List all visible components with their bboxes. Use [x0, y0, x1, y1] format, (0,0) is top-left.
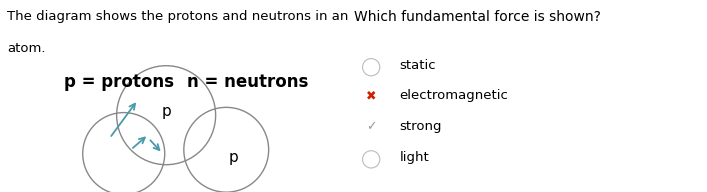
Text: ✓: ✓ [366, 120, 376, 133]
Text: Which fundamental force is shown?: Which fundamental force is shown? [354, 10, 600, 24]
Text: electromagnetic: electromagnetic [399, 89, 508, 103]
Text: p: p [161, 104, 171, 119]
Text: ✖: ✖ [366, 89, 376, 103]
Text: light: light [399, 151, 429, 164]
Text: static: static [399, 59, 436, 72]
Text: atom.: atom. [7, 42, 45, 55]
Text: p = protons: p = protons [64, 73, 174, 91]
Text: The diagram shows the protons and neutrons in an: The diagram shows the protons and neutro… [7, 10, 349, 23]
Text: p: p [228, 150, 238, 165]
Text: n = neutrons: n = neutrons [187, 73, 309, 91]
Text: strong: strong [399, 120, 442, 133]
